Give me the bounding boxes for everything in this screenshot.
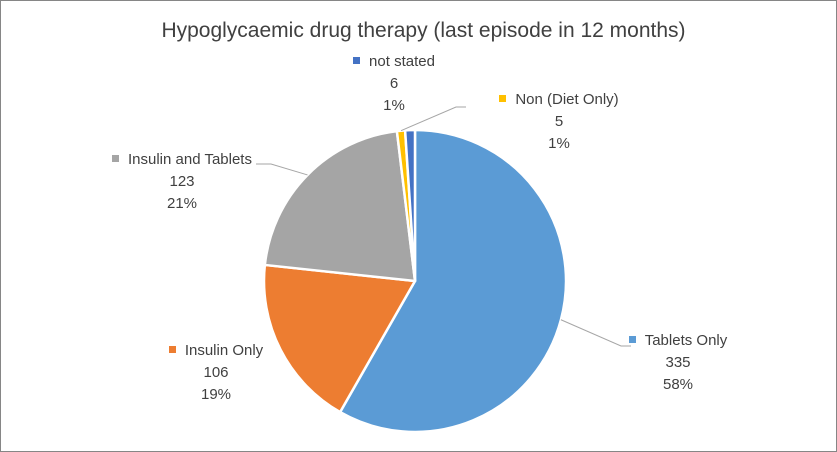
slice-percent: 19% xyxy=(200,386,232,403)
slice-value: 106 xyxy=(203,364,229,381)
slice-label: Tablets Only xyxy=(644,332,728,349)
slice-percent: 58% xyxy=(662,376,694,393)
slice-label: Insulin Only xyxy=(184,342,264,359)
slice-percent: 21% xyxy=(166,195,198,212)
data-label-tablets-only: Tablets Only 335 58% xyxy=(623,330,733,396)
slice-value: 123 xyxy=(169,173,195,190)
chart-title: Hypoglycaemic drug therapy (last episode… xyxy=(161,19,686,42)
slice-value: 5 xyxy=(554,113,564,130)
slice-label: not stated xyxy=(369,53,435,70)
slice-value: 6 xyxy=(389,75,399,92)
leader-line xyxy=(256,163,308,176)
data-label-non-diet-only: Non (Diet Only) 5 1% xyxy=(469,89,649,155)
slice-label: Non (Diet Only) xyxy=(515,91,619,108)
leader-line xyxy=(400,106,466,132)
leader-line xyxy=(560,319,631,347)
color-key xyxy=(628,336,636,343)
color-key xyxy=(499,95,507,102)
slice-label: Insulin and Tablets xyxy=(128,151,252,168)
pie-slice-insulin-only xyxy=(262,263,417,414)
leader-lines xyxy=(256,106,631,347)
pie-slices xyxy=(262,128,568,434)
slice-percent: 1% xyxy=(548,135,570,152)
slice-value: 335 xyxy=(665,354,691,371)
data-label-insulin-and-tablets: Insulin and Tablets 123 21% xyxy=(87,149,277,215)
slice-percent: 1% xyxy=(383,97,405,114)
data-label-insulin-only: Insulin Only 106 19% xyxy=(151,340,281,406)
color-key xyxy=(112,155,119,162)
color-key xyxy=(353,57,361,64)
data-label-not-stated: not stated 6 1% xyxy=(339,51,449,117)
pie-slice-not-stated xyxy=(403,128,417,283)
color-key xyxy=(168,346,176,353)
pie-slice-insulin-and-tablets xyxy=(263,129,417,283)
